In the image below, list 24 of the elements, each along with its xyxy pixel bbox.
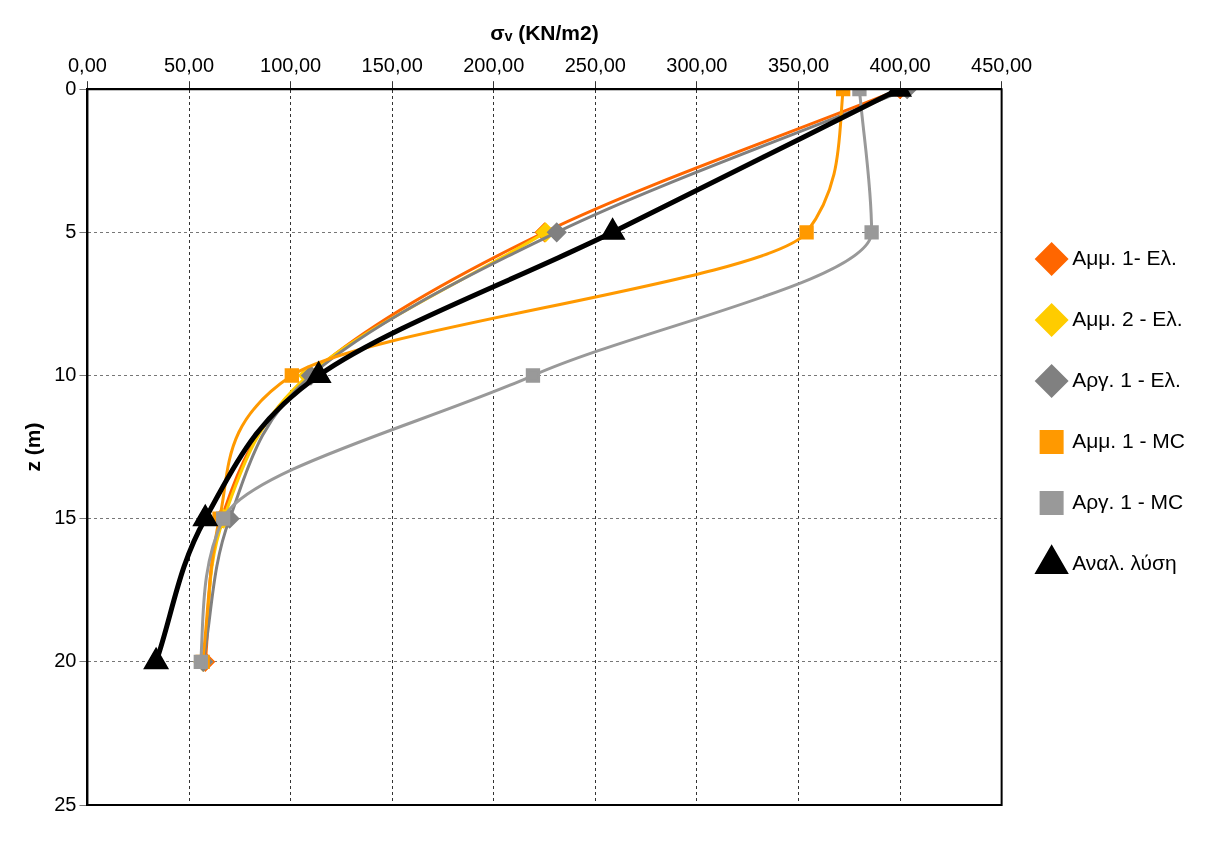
legend-label: Αργ. 1 - MC — [1072, 489, 1184, 513]
x-tick-label: 100,00 — [260, 53, 322, 76]
legend-label: Αμμ. 1 - MC — [1072, 428, 1185, 452]
y-tick-label: 15 — [54, 506, 77, 529]
legend-label: Αμμ. 2 - Ελ. — [1072, 306, 1183, 330]
x-axis-title: σᵥ (KN/m2) — [490, 21, 599, 45]
y-tick-label: 25 — [54, 792, 77, 815]
y-tick-label: 5 — [65, 219, 77, 242]
y-tick-label: 0 — [65, 76, 77, 99]
x-tick-label: 450,00 — [971, 53, 1033, 76]
x-tick-label: 300,00 — [666, 53, 728, 76]
y-tick-label: 10 — [54, 363, 77, 386]
x-tick-label: 400,00 — [869, 53, 931, 76]
legend-label: Αργ. 1 - Ελ. — [1072, 367, 1181, 391]
x-tick-label: 200,00 — [463, 53, 525, 76]
x-tick-label: 150,00 — [361, 53, 423, 76]
legend-label: Αναλ. λύση — [1072, 550, 1177, 574]
legend-label: Αμμ. 1- Ελ. — [1072, 245, 1177, 269]
x-tick-label: 250,00 — [564, 53, 626, 76]
y-tick-label: 20 — [54, 649, 77, 672]
x-tick-label: 50,00 — [163, 53, 215, 76]
x-tick-label: 350,00 — [767, 53, 830, 76]
y-axis-title: z (m) — [21, 422, 45, 472]
x-tick-label: 0,00 — [67, 53, 107, 76]
